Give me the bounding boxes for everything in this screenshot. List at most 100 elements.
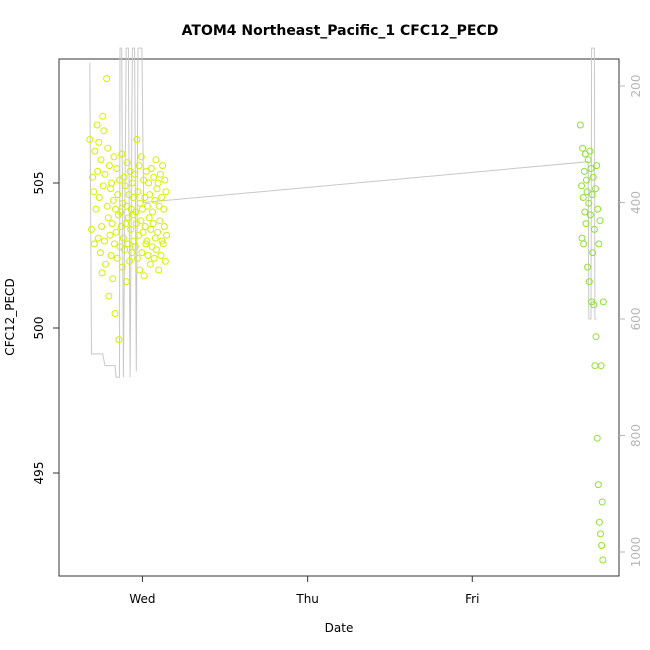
data-point <box>94 234 102 242</box>
data-point <box>90 240 98 248</box>
data-point <box>136 199 144 207</box>
data-point <box>149 220 157 228</box>
data-point <box>594 205 602 213</box>
data-point <box>594 481 602 489</box>
data-point <box>104 214 112 222</box>
data-point <box>583 188 591 196</box>
data-point <box>587 165 595 172</box>
data-point <box>86 136 94 143</box>
data-point <box>586 211 594 219</box>
data-point <box>592 333 600 341</box>
data-point <box>128 179 136 187</box>
data-point <box>121 246 128 254</box>
data-point <box>584 263 592 271</box>
data-point <box>134 188 142 196</box>
data-point <box>576 121 584 129</box>
data-point <box>118 263 126 271</box>
data-point <box>96 249 104 257</box>
data-point <box>121 182 129 190</box>
data-point <box>597 362 605 370</box>
data-point <box>590 301 598 309</box>
data-point <box>98 269 106 277</box>
data-point <box>599 556 607 564</box>
data-point <box>161 176 169 184</box>
y-axis-right-depth: 200 400 600 800 1000 <box>619 75 643 567</box>
data-point <box>103 75 111 83</box>
data-point <box>112 228 120 236</box>
data-point <box>89 173 97 181</box>
plot-frame <box>58 58 620 577</box>
depth-line-path <box>89 47 597 378</box>
data-point <box>581 208 589 216</box>
data-point <box>145 214 153 222</box>
data-point <box>114 191 122 199</box>
data-point <box>124 240 132 248</box>
depth-profile-line <box>89 47 597 378</box>
data-point <box>108 220 116 228</box>
right-y-tick-label: 200 <box>629 75 643 98</box>
data-point <box>131 243 139 251</box>
y-axis-label: CFC12_PECD <box>3 278 17 355</box>
data-point <box>128 249 136 257</box>
data-point <box>151 196 159 204</box>
data-point <box>159 240 167 248</box>
data-point <box>137 153 145 161</box>
data-point <box>133 254 141 262</box>
data-point <box>117 223 125 230</box>
data-point <box>582 220 590 228</box>
data-point <box>115 336 123 344</box>
data-point <box>598 542 606 549</box>
data-point <box>152 246 160 254</box>
data-point <box>144 202 151 210</box>
data-point <box>133 136 141 143</box>
data-point <box>101 170 109 178</box>
data-point <box>97 156 105 164</box>
data-point <box>98 223 106 230</box>
data-point <box>579 144 587 152</box>
data-point <box>161 257 169 265</box>
right-y-tick-label: 600 <box>629 308 643 331</box>
data-point <box>146 191 154 199</box>
data-point <box>580 167 588 175</box>
x-tick-label: Thu <box>295 592 319 606</box>
data-point <box>103 202 111 210</box>
data-point <box>138 205 146 213</box>
data-point <box>139 228 147 236</box>
data-point <box>157 252 165 259</box>
data-point <box>579 194 587 201</box>
data-point <box>147 165 155 172</box>
data-point <box>154 228 162 236</box>
data-point <box>107 252 115 259</box>
data-point <box>580 240 588 248</box>
data-point <box>140 176 148 184</box>
data-point <box>591 362 599 370</box>
data-point <box>138 249 146 257</box>
data-point <box>158 194 165 201</box>
data-point <box>156 217 164 225</box>
data-points <box>86 75 607 564</box>
data-point <box>95 194 103 201</box>
data-point <box>585 278 593 286</box>
x-axis-label: Date <box>325 621 354 635</box>
data-point <box>156 170 164 178</box>
data-point <box>589 249 597 257</box>
data-point <box>100 127 108 135</box>
data-point <box>141 194 149 201</box>
data-point <box>130 194 137 201</box>
data-point <box>111 310 119 317</box>
data-point <box>585 199 593 207</box>
data-point <box>100 237 108 245</box>
data-point <box>155 266 163 274</box>
data-point <box>120 173 128 181</box>
data-point <box>595 240 603 248</box>
data-point <box>593 162 601 170</box>
data-point <box>153 185 161 193</box>
data-point <box>105 292 113 300</box>
chart-title: ATOM4 Northeast_Pacific_1 CFC12_PECD <box>182 23 499 39</box>
data-point <box>592 185 599 193</box>
data-point <box>147 225 155 233</box>
data-point <box>110 240 118 248</box>
x-tick-label: Fri <box>465 592 479 606</box>
data-point <box>160 223 168 230</box>
data-point <box>588 191 596 199</box>
